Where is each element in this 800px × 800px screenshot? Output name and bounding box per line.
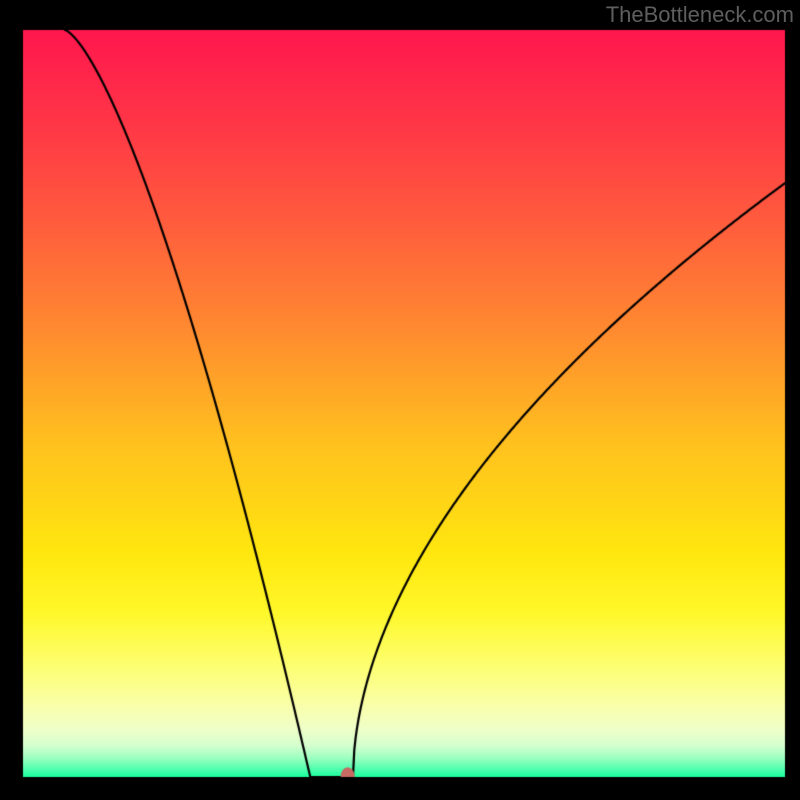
bottleneck-chart-canvas (0, 0, 800, 800)
chart-container: TheBottleneck.com (0, 0, 800, 800)
